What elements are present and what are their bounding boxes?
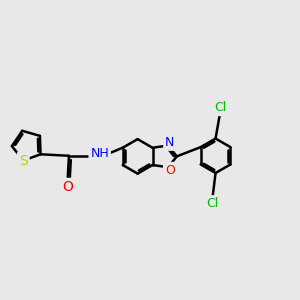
Text: Cl: Cl: [206, 197, 219, 210]
Text: O: O: [165, 164, 175, 177]
Text: N: N: [165, 136, 174, 149]
Text: O: O: [62, 180, 73, 194]
Text: S: S: [19, 154, 28, 168]
Text: NH: NH: [90, 147, 109, 160]
Text: Cl: Cl: [214, 101, 226, 114]
